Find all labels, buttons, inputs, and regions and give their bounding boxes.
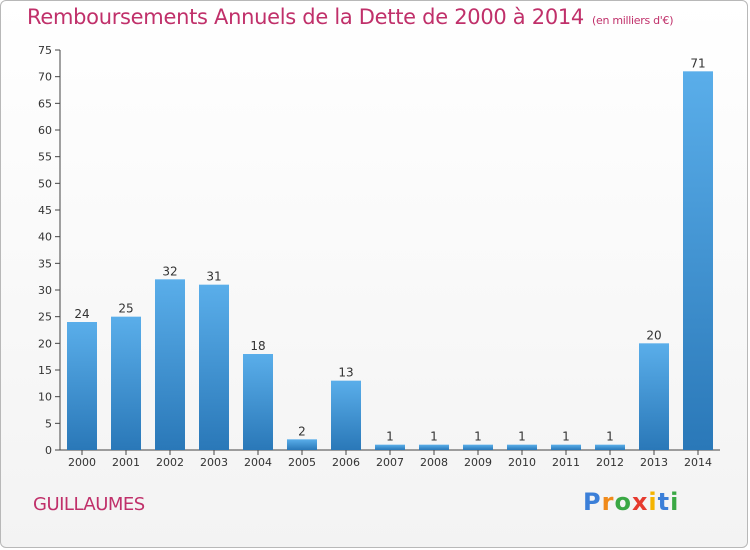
x-tick-label: 2002 bbox=[156, 456, 184, 469]
y-tick-label: 30 bbox=[38, 284, 52, 297]
proxiti-logo: Proxiti bbox=[583, 488, 680, 516]
x-tick-label: 2009 bbox=[464, 456, 492, 469]
bar bbox=[243, 354, 273, 450]
data-label: 24 bbox=[74, 307, 89, 321]
x-tick-label: 2001 bbox=[112, 456, 140, 469]
bar bbox=[375, 444, 405, 450]
data-label: 31 bbox=[206, 270, 221, 284]
bar bbox=[463, 444, 493, 450]
y-tick-label: 45 bbox=[38, 204, 52, 217]
data-label: 1 bbox=[562, 430, 570, 444]
bar bbox=[595, 444, 625, 450]
y-tick-label: 75 bbox=[38, 44, 52, 57]
x-tick-label: 2003 bbox=[200, 456, 228, 469]
y-tick-label: 0 bbox=[45, 444, 52, 457]
y-tick-label: 25 bbox=[38, 311, 52, 324]
bars bbox=[67, 71, 713, 450]
bar bbox=[199, 284, 229, 450]
chart-title: Remboursements Annuels de la Dette de 20… bbox=[27, 5, 673, 29]
y-tick-label: 15 bbox=[38, 364, 52, 377]
bar bbox=[551, 444, 581, 450]
x-tick-label: 2000 bbox=[68, 456, 96, 469]
data-label: 71 bbox=[690, 56, 705, 70]
data-label: 1 bbox=[474, 430, 482, 444]
bar bbox=[507, 444, 537, 450]
bar bbox=[683, 71, 713, 450]
bar bbox=[331, 380, 361, 450]
y-tick-label: 20 bbox=[38, 337, 52, 350]
data-label: 1 bbox=[518, 430, 526, 444]
y-tick-label: 40 bbox=[38, 231, 52, 244]
place-name: GUILLAUMES bbox=[33, 494, 145, 515]
x-tick-label: 2013 bbox=[640, 456, 668, 469]
bar bbox=[67, 322, 97, 450]
y-tick-label: 70 bbox=[38, 71, 52, 84]
x-tick-label: 2011 bbox=[552, 456, 580, 469]
data-label: 2 bbox=[298, 424, 306, 438]
data-label: 1 bbox=[430, 430, 438, 444]
x-tick-label: 2012 bbox=[596, 456, 624, 469]
x-tick-label: 2010 bbox=[508, 456, 536, 469]
data-label: 32 bbox=[162, 264, 177, 278]
data-label: 1 bbox=[606, 430, 614, 444]
y-tick-label: 65 bbox=[38, 97, 52, 110]
y-tick-label: 60 bbox=[38, 124, 52, 137]
data-label: 25 bbox=[118, 302, 133, 316]
data-label: 20 bbox=[646, 328, 661, 342]
labels: 2000 24 2001 25 2002 32 2003 31 2004 18 2005 2 2006 1… bbox=[68, 56, 712, 469]
bar bbox=[155, 279, 185, 450]
data-label: 18 bbox=[250, 339, 265, 353]
x-tick-label: 2005 bbox=[288, 456, 316, 469]
chart-subtitle: (en milliers d'€) bbox=[592, 14, 674, 27]
chart-title-text: Remboursements Annuels de la Dette de 20… bbox=[27, 5, 584, 29]
bar bbox=[111, 316, 141, 450]
x-tick-label: 2014 bbox=[684, 456, 712, 469]
x-tick-label: 2008 bbox=[420, 456, 448, 469]
y-tick-label: 35 bbox=[38, 257, 52, 270]
y-tick-label: 55 bbox=[38, 151, 52, 164]
data-label: 1 bbox=[386, 430, 394, 444]
y-tick-label: 5 bbox=[45, 417, 52, 430]
y-tick-label: 10 bbox=[38, 391, 52, 404]
x-tick-label: 2007 bbox=[376, 456, 404, 469]
data-label: 13 bbox=[338, 366, 353, 380]
bar bbox=[639, 343, 669, 450]
bar bbox=[287, 439, 317, 450]
x-tick-label: 2006 bbox=[332, 456, 360, 469]
x-tick-label: 2004 bbox=[244, 456, 272, 469]
bar bbox=[419, 444, 449, 450]
y-tick-label: 50 bbox=[38, 177, 52, 190]
